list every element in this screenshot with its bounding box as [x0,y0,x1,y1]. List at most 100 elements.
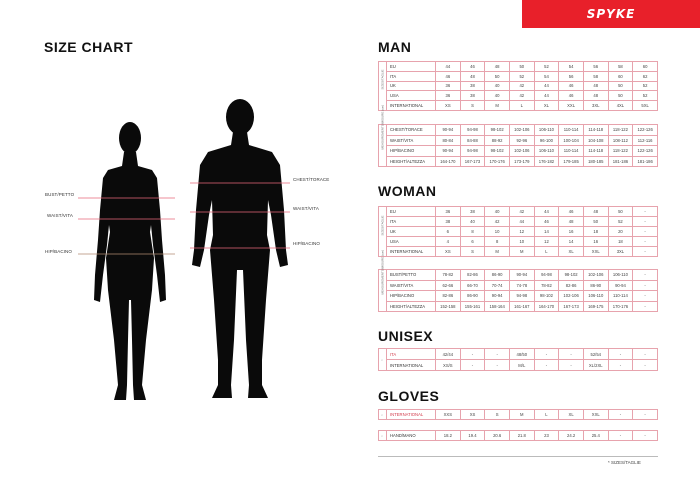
table-row: UK 6 8 10 12 14 16 18 20- [379,226,658,237]
table-cell: 118-122 [607,124,634,136]
table-cell: 3XL [582,100,609,111]
table-cell: 176-182 [533,155,560,167]
table-cell: 46 [459,61,486,72]
table-cell: 164-170 [533,300,560,312]
table-cell: 18.2 [435,430,461,441]
table-cell: 78-82 [533,279,560,291]
table-cell: - [484,348,510,360]
table-cell: 170-176 [484,155,510,167]
row-label: UK [386,80,436,92]
table-cell: - [607,430,634,441]
table-row: MEASUREMENTS/MISURE (cm) CHEST/TORACE 90-9… [378,104,658,167]
table-row: HEIGHT/ALTEZZA 152-158 155-161 158-164 161-1… [379,300,658,312]
table-cell: - [607,359,634,371]
table-cell: - [607,409,634,420]
table-cell: 54 [558,61,584,72]
table-row: HIP/BACINO 82-86 86-90 90-94 94-98 98-102 102-… [379,290,658,302]
table-cell: 152-158 [435,300,461,312]
table-cell: 38 [459,206,486,217]
table-cell: 40 [484,90,510,102]
table-cell: 48 [582,80,609,92]
table-cell: 181-186 [607,155,634,167]
table-row: * HAND/MANO 18.2 19.4 20.6 21.8 23 24.2 25.4- - [378,430,658,441]
side-label: * [378,348,387,371]
table-cell: 21.8 [508,430,535,441]
table-cell: 60 [632,61,658,72]
table-cell: 173-179 [508,155,535,167]
table-cell: 46 [435,70,461,82]
table-cell: 88-92 [484,134,510,146]
table-cell: - [632,246,658,257]
table-row: HIP/BACINO 90-94 94-98 98-102 102-106 106-110… [379,145,658,157]
man-sizes-table: SIZES/TAGLIE EU 44 46 48 50 52 54 56 58 60 ITA 46 48 5… [378,61,658,111]
woman-measurements-table: MEASUREMENTS/MISURE (cm) BUST/PETTO 78-82 8… [378,249,658,312]
table-cell: 169-175 [582,300,609,312]
table-cell: 16 [558,226,584,237]
table-cell: 86-90 [459,290,486,302]
table-cell: 86-90 [484,269,510,281]
table-cell: XL/2XL [582,359,609,371]
table-row: UK 36 38 40 42 44 46 48 50 52 [379,80,658,92]
table-cell: XXL [582,409,609,420]
table-row: WAIST/VITA 62-66 66-70 70-74 74-78 78-82 82-86… [379,279,658,291]
row-label: HAND/MANO [386,430,436,441]
side-label-text: * [380,434,385,437]
table-cell: 46 [558,80,584,92]
table-cell: 98-102 [558,269,584,281]
table-cell: 74-78 [508,279,535,291]
section-title-woman: WOMAN [378,183,437,199]
section-title-unisex: UNISEX [378,328,434,344]
table-cell: 98-102 [484,145,510,157]
table-cell: 10 [508,236,535,247]
table-cell: 100-104 [558,134,584,146]
table-cell: 44 [508,216,535,227]
table-cell: 52 [632,80,658,92]
table-cell: 36 [435,206,461,217]
table-cell: 167-173 [459,155,486,167]
table-cell: XS [459,409,486,420]
table-cell: 20.6 [484,430,510,441]
side-label-text: SIZES/TAGLIE [380,69,385,90]
table-row: MEASUREMENTS/MISURE (cm) BUST/PETTO 78-82 8… [378,249,658,312]
table-row: * INTERNATIONAL XXS XS S M L XL XXL - - [378,409,658,420]
table-cell: 12 [508,226,535,237]
table-cell: S [459,100,486,111]
table-cell: 40 [484,206,510,217]
gloves-international-table: * INTERNATIONAL XXS XS S M L XL XXL - - [378,409,658,420]
table-row: INTERNATIONAL XS S M L XL XXL 3XL 4XL 5XL [379,100,658,111]
table-cell: 114-118 [582,145,609,157]
table-cell: 62 [632,70,658,82]
table-cell: 112-116 [632,134,658,146]
table-cell: 108-112 [607,134,634,146]
table-row: SIZES/TAGLIE EU 44 46 48 50 52 54 56 58 60 [378,61,658,111]
table-cell: 44 [533,80,560,92]
table-cell: 46 [533,216,560,227]
label-bust: BUST/PETTO [45,192,75,197]
table-cell: - [632,226,658,237]
table-cell: 62-66 [435,279,461,291]
row-label: INTERNATIONAL [386,359,436,371]
unisex-table: * ITA 42/44- -48/50- -52/54- - INTERNATIONAL XS… [378,348,658,371]
table-cell: 110-114 [558,124,584,136]
table-cell: XXS [435,409,461,420]
table-cell: 12 [533,236,560,247]
side-label-text: SIZES/TAGLIE [380,215,385,235]
table-cell: 8 [484,236,510,247]
table-cell: 102-106 [508,145,535,157]
table-cell: XL [558,246,584,257]
table-cell: 50 [484,70,510,82]
side-label-text: * [380,358,385,361]
table-cell: 8 [459,226,486,237]
woman-body [94,152,166,400]
table-cell: - [459,359,486,371]
table-cell: 179-185 [558,155,584,167]
table-row: ITA 46 48 50 52 54 56 58 60 62 [379,70,658,82]
table-cell: 48 [459,70,486,82]
table-cell: 52 [533,61,560,72]
table-cell: - [632,359,658,371]
row-label: HIP/BACINO [386,290,436,302]
table-cell: 180-185 [582,155,609,167]
table-row: SIZES/TAGLIE EU 36 38 40 42 44 46 48 50- [378,206,658,257]
table-cell: - [459,348,486,360]
side-label: * [378,430,387,441]
